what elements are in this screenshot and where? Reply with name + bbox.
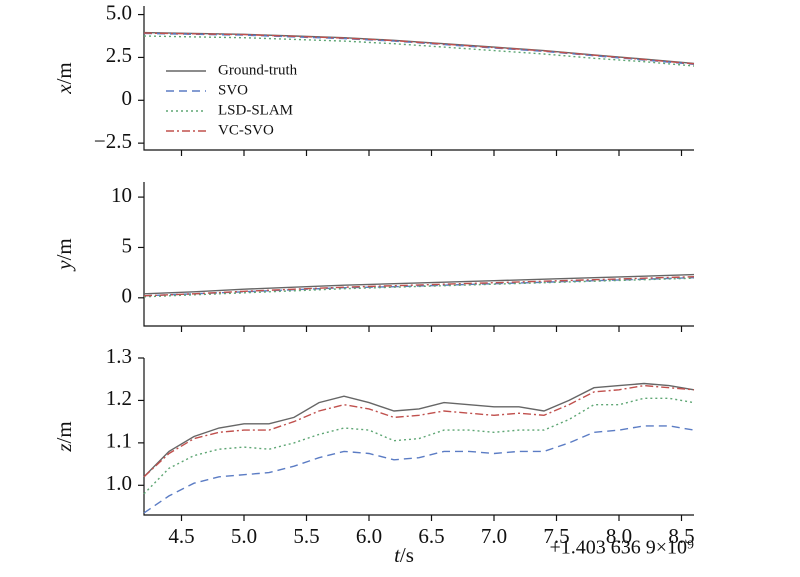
series-lsd-slam-z <box>143 397 695 495</box>
panel-z-ytick-label: 1.3 <box>106 344 132 368</box>
panel-z-ytick-label: 1.0 <box>106 471 132 495</box>
x-axis-label: t/s <box>394 543 414 567</box>
panel-z-ylabel: z/m <box>52 421 76 452</box>
xtick-label: 8.0 <box>606 524 632 548</box>
panel-y-axes <box>143 182 694 327</box>
panel-x-axes <box>143 6 694 151</box>
panel-z-ytick-label: 1.1 <box>106 429 132 453</box>
xtick-label: 4.5 <box>168 524 194 548</box>
series-vc-svo-y <box>143 276 695 297</box>
series-vc-svo-x <box>143 32 695 65</box>
series-lsd-slam-y <box>143 277 695 298</box>
panel-x-ytick-label: 0 <box>122 86 133 110</box>
panel-x-ylabel: x/m <box>52 62 76 95</box>
panel-z-ytick-label: 1.2 <box>106 386 132 410</box>
panel-z-axes <box>143 358 694 516</box>
panel-x-ytick-label: 2.5 <box>106 43 132 67</box>
panel-y-ytick-label: 5 <box>122 233 133 257</box>
legend-label: SVO <box>218 82 248 98</box>
series-vc-svo-z <box>143 384 695 478</box>
series-ground-truth-x <box>143 31 695 65</box>
x-offset-text: +1.403 636 9×10⁹ <box>549 537 694 559</box>
xtick-label: 5.5 <box>293 524 319 548</box>
xtick-label: 8.5 <box>668 524 694 548</box>
xtick-label: 5.0 <box>231 524 257 548</box>
xtick-label: 7.5 <box>543 524 569 548</box>
legend-label: VC-SVO <box>218 122 274 138</box>
series-ground-truth-z <box>143 382 695 478</box>
series-lsd-slam-x <box>143 35 695 67</box>
series-ground-truth-y <box>143 273 695 295</box>
panel-x-ytick-label: −2.5 <box>94 129 132 153</box>
panel-y-ylabel: y/m <box>52 238 76 272</box>
panel-y-ytick-label: 10 <box>111 183 132 207</box>
xtick-label: 7.0 <box>481 524 507 548</box>
series-svo-x <box>143 32 695 65</box>
series-svo-z <box>143 425 695 514</box>
legend-label: Ground-truth <box>218 62 298 78</box>
xtick-label: 6.5 <box>418 524 444 548</box>
panel-x-ytick-label: 5.0 <box>106 0 132 24</box>
legend-label: LSD-SLAM <box>218 102 293 118</box>
panel-y-ytick-label: 0 <box>122 284 133 308</box>
xtick-label: 6.0 <box>356 524 382 548</box>
